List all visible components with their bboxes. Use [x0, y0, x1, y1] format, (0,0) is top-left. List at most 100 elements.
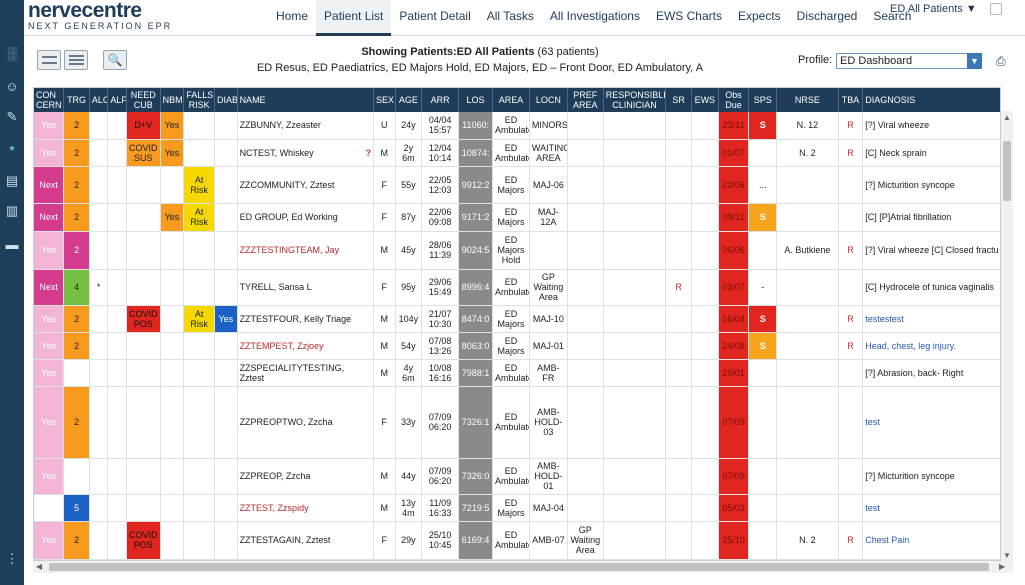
clipboard-icon[interactable]: ▥: [5, 203, 19, 218]
patient-name-cell[interactable]: ZZZTESTINGTEAM, Jay: [237, 231, 375, 270]
card-view-button[interactable]: [37, 50, 61, 70]
col-header-responsible-clinician[interactable]: RESPONSIBLE CLINICIAN: [603, 88, 667, 112]
patient-name[interactable]: ED GROUP, Ed Working: [239, 212, 338, 222]
patient-name[interactable]: ZZTESTFOUR, Kelly Triage: [239, 313, 352, 324]
patient-name[interactable]: ZZSPECIALITYTESTING, Zztest: [239, 362, 345, 383]
search-icon[interactable]: 🔍: [103, 50, 127, 70]
nav-search[interactable]: Search: [873, 9, 912, 23]
bed-icon[interactable]: ▬: [5, 236, 19, 252]
patient-name-cell[interactable]: ZZPREOPTWO, Zzcha: [237, 386, 375, 459]
col-header-tba[interactable]: TBA: [838, 88, 864, 112]
nbm-cell: [160, 305, 185, 333]
patient-name-cell[interactable]: TYRELL, Sansa L: [237, 269, 375, 306]
patient-name-cell[interactable]: ZZSPECIALITYTESTING, Zztest: [237, 359, 375, 387]
col-header-nbm[interactable]: NBM: [160, 88, 185, 112]
col-header-arr[interactable]: ARR: [421, 88, 460, 112]
table-row[interactable]: Yes 2 COVID SUS Yes NCTEST, Whiskey? M 2y 6m 12…: [34, 139, 1000, 167]
vertical-scrollbar[interactable]: ▲ ▼: [1001, 111, 1013, 561]
list-view-button[interactable]: [64, 50, 88, 70]
col-header-diab[interactable]: DIAB: [214, 88, 238, 112]
patient-name[interactable]: TYRELL, Sansa L: [239, 282, 312, 292]
scroll-left-icon[interactable]: ◀: [36, 562, 43, 571]
nav-patient-list[interactable]: Patient List: [316, 0, 392, 36]
col-header-diagnosis[interactable]: DIAGNOSIS: [862, 88, 1000, 112]
col-header-sex[interactable]: SEX: [373, 88, 396, 112]
patient-name-cell[interactable]: ZZBUNNY, Zzeaster: [237, 112, 375, 140]
col-header-falls-risk[interactable]: FALLS RISK: [183, 88, 215, 112]
nav-home[interactable]: Home: [276, 9, 309, 23]
horizontal-scroll-thumb[interactable]: [49, 563, 989, 571]
patient-name[interactable]: ZZBUNNY, Zzeaster: [239, 120, 321, 131]
ward-icon[interactable]: ░: [7, 45, 17, 61]
patient-name-cell[interactable]: ZZTEMPEST, Zzjoey: [237, 332, 375, 360]
horizontal-scrollbar[interactable]: ◀ ▶: [33, 561, 1013, 573]
more-icon[interactable]: ⋮: [5, 551, 19, 566]
table-row[interactable]: Next 2 At Risk ZZCOMMUNITY, Zztest F 55y 22/05…: [34, 166, 1000, 204]
patient-name-cell[interactable]: ZZTESTFOUR, Kelly Triage: [237, 305, 375, 333]
col-header-name[interactable]: NAME: [237, 88, 375, 112]
patient-name[interactable]: ZZCOMMUNITY, Zztest: [239, 179, 335, 190]
table-row[interactable]: Next 4 * TYRELL, Sansa L F 95y 29/06 15:49 8996…: [34, 269, 1000, 306]
question-mark-icon[interactable]: ?: [365, 147, 372, 158]
pen-icon[interactable]: ✎: [6, 109, 18, 124]
patient-name-cell[interactable]: ZZPREOP, Zzcha: [237, 458, 375, 495]
patient-name-cell[interactable]: ZZTEST, Zzspidy: [237, 494, 375, 522]
archive-icon[interactable]: ▤: [5, 173, 19, 188]
patient-name[interactable]: ZZPREOPTWO, Zzcha: [239, 417, 333, 427]
table-row[interactable]: Yes 2 ZZPREOPTWO, Zzcha F 33y 07/09 06:20 7326…: [34, 386, 1000, 459]
vertical-scroll-thumb[interactable]: [1003, 141, 1011, 201]
col-header-area[interactable]: AREA: [492, 88, 530, 112]
nav-patient-detail[interactable]: Patient Detail: [399, 9, 471, 23]
table-row[interactable]: Yes ZZPREOP, Zzcha M 44y 07/09 06:20 7326:0 ED…: [34, 458, 1000, 495]
table-row[interactable]: Yes 2 ZZZTESTINGTEAM, Jay M 45y 28/06 11:39 90…: [34, 231, 1000, 270]
col-header-locn[interactable]: LOCN: [529, 88, 568, 112]
patient-name[interactable]: ZZTEST, Zzspidy: [239, 502, 309, 513]
table-row[interactable]: 5 ZZTEST, Zzspidy M 13y 4m 11/09 16:33 7219:5…: [34, 494, 1000, 522]
popout-window-icon[interactable]: [990, 3, 1002, 15]
profile-select[interactable]: ED Dashboard: [836, 53, 982, 69]
network-icon[interactable]: ⭑: [8, 140, 16, 155]
chevron-down-icon[interactable]: ▼: [967, 53, 982, 69]
table-row[interactable]: Yes 2 D+V Yes ZZBUNNY, Zzeaster U 24y 04/04 15:…: [34, 112, 1000, 140]
col-header-pref-area[interactable]: PREF AREA: [567, 88, 604, 112]
nav-expects[interactable]: Expects: [737, 9, 781, 23]
col-header-trg[interactable]: TRG: [63, 88, 90, 112]
col-header-age[interactable]: AGE: [395, 88, 423, 112]
scroll-right-icon[interactable]: ▶: [999, 562, 1006, 571]
patient-name-cell[interactable]: ZZCOMMUNITY, Zztest: [237, 166, 375, 204]
patient-name[interactable]: ZZPREOP, Zzcha: [239, 471, 311, 481]
col-header-sr[interactable]: SR: [665, 88, 692, 112]
nav-ews-charts[interactable]: EWS Charts: [655, 9, 722, 23]
col-header-los[interactable]: LOS: [458, 88, 493, 112]
table-row[interactable]: Yes ZZSPECIALITYTESTING, Zztest M 4y 6m 10/0…: [34, 359, 1000, 387]
patient-name[interactable]: ZZZTESTINGTEAM, Jay: [239, 245, 340, 255]
col-header-nrse[interactable]: NRSE: [776, 88, 839, 112]
nav-all-tasks[interactable]: All Tasks: [486, 9, 534, 23]
nav-discharged[interactable]: Discharged: [796, 9, 858, 23]
table-row[interactable]: Yes 2 COVID POS ZZTESTAGAIN, Zztest F 29y 25/1…: [34, 521, 1000, 560]
table-row[interactable]: Yes 2 ZZTEMPEST, Zzjoey M 54y 07/08 13:26 8063…: [34, 332, 1000, 360]
table-row[interactable]: Yes 2 COVID POS At Risk Yes ZZTESTFOUR, Kelly…: [34, 305, 1000, 333]
patient-name-cell[interactable]: ZZTESTAGAIN, Zztest: [237, 521, 375, 560]
patient-name[interactable]: ZZTEMPEST, Zzjoey: [239, 340, 324, 351]
patient-name-cell[interactable]: ED GROUP, Ed Working: [237, 203, 375, 232]
ed-list-selector[interactable]: ED All Patients ▼: [890, 3, 977, 15]
col-header-alc[interactable]: ALC: [89, 88, 109, 112]
col-header-sps[interactable]: SPS: [748, 88, 778, 112]
table-row[interactable]: Next 2 Yes At Risk ED GROUP, Ed Working F 87y 2…: [34, 203, 1000, 232]
scroll-up-icon[interactable]: ▲: [1003, 113, 1011, 122]
col-header-con-cern[interactable]: CON CERN: [34, 88, 65, 112]
patient-name[interactable]: ZZTESTAGAIN, Zztest: [239, 535, 331, 545]
scroll-down-icon[interactable]: ▼: [1003, 551, 1011, 560]
patient-name-cell[interactable]: NCTEST, Whiskey?: [237, 139, 375, 167]
nervecentre-logo[interactable]: nervecentre NEXT GENERATION EPR: [28, 0, 172, 32]
col-header-obs-due[interactable]: Obs Due: [718, 88, 750, 112]
print-icon[interactable]: ⎙: [996, 54, 1006, 68]
col-header-need-cub[interactable]: NEED CUB: [126, 88, 161, 112]
nurse-cell: [776, 332, 839, 360]
col-header-alf[interactable]: ALF: [107, 88, 127, 112]
nav-all-investigations[interactable]: All Investigations: [549, 9, 640, 23]
col-header-ews[interactable]: EWS: [691, 88, 719, 112]
user-icon[interactable]: ☺: [5, 78, 19, 94]
patient-name[interactable]: NCTEST, Whiskey: [239, 147, 314, 158]
